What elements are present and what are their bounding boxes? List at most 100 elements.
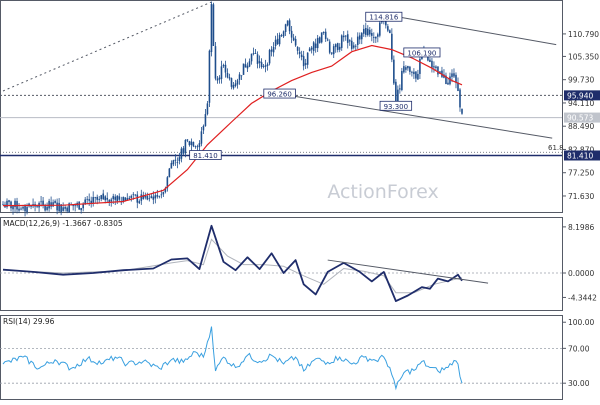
candle-body	[204, 114, 207, 127]
candle-body	[266, 64, 269, 66]
candle-body	[230, 78, 233, 87]
candle-body	[66, 207, 68, 212]
candle-body	[132, 194, 135, 196]
candle-body	[102, 193, 105, 200]
macd-line	[2, 224, 463, 303]
macd-panel-frame	[0, 217, 563, 311]
candle-body	[36, 206, 38, 208]
candle-body	[178, 157, 181, 162]
candle-body	[300, 54, 303, 57]
candle-body	[248, 61, 251, 67]
candle-body	[262, 66, 265, 67]
candle-body	[100, 195, 103, 200]
candle-body	[306, 52, 309, 65]
candle-body	[160, 194, 163, 196]
candle-body	[310, 47, 313, 50]
candle-body	[316, 38, 319, 49]
candle-body	[54, 200, 56, 204]
candle-body	[22, 206, 24, 209]
macd-tick-label: 0.0000	[568, 269, 594, 278]
annotation-box	[263, 88, 296, 99]
candle-body	[397, 89, 399, 105]
candle-body	[86, 198, 88, 200]
candle-body	[116, 195, 119, 202]
candle-body	[352, 45, 355, 48]
candle-body	[74, 205, 76, 207]
candle-body	[244, 64, 247, 68]
macd-title: MACD(12,26,9) -1.3667 -0.8305	[3, 219, 123, 228]
candle-body	[190, 141, 193, 146]
candle-body	[278, 35, 281, 45]
candle-body	[144, 196, 147, 198]
candle-body	[62, 207, 64, 211]
candle-body	[399, 88, 401, 90]
candle-body	[415, 71, 417, 79]
watermark-text: ActionForex	[327, 181, 438, 203]
candle-body	[461, 108, 463, 114]
price-label-box	[564, 90, 600, 101]
candle-body	[172, 160, 175, 165]
candle-body	[320, 32, 323, 43]
candle-body	[114, 196, 117, 200]
candle-body	[286, 20, 289, 26]
candle-body	[228, 77, 231, 79]
price-label-text: 81.410	[567, 152, 593, 161]
candle-body	[80, 208, 82, 211]
candle-body	[200, 131, 203, 144]
candle-body	[334, 44, 337, 48]
candle-body	[214, 46, 217, 79]
candle-body	[354, 45, 357, 47]
candle-body	[340, 35, 343, 48]
candle-body	[326, 39, 329, 41]
candle-body	[419, 58, 421, 74]
candle-body	[44, 205, 46, 211]
candle-body	[314, 43, 317, 49]
annotation-box	[403, 47, 441, 58]
candle-body	[210, 4, 213, 53]
annotation-box	[379, 100, 413, 111]
candle-body	[164, 188, 167, 193]
candle-body	[162, 191, 165, 195]
candle-body	[366, 28, 369, 36]
candle-body	[296, 46, 299, 51]
candle-body	[176, 162, 179, 164]
candle-body	[322, 31, 325, 34]
candle-body	[218, 77, 221, 80]
annotation-box	[189, 150, 222, 160]
candle-body	[40, 201, 42, 203]
candle-body	[264, 65, 267, 67]
candle-body	[435, 66, 437, 69]
candle-body	[126, 198, 129, 201]
candle-body	[429, 59, 431, 63]
candle-body	[96, 196, 99, 200]
candle-body	[457, 82, 459, 91]
candle-body	[389, 30, 391, 34]
candle-body	[142, 195, 145, 199]
candle-body	[148, 198, 151, 200]
candle-body	[154, 195, 157, 199]
candle-body	[312, 42, 315, 51]
candle-body	[437, 66, 439, 75]
candle-body	[24, 205, 26, 212]
candle-body	[48, 200, 50, 209]
candle-body	[324, 31, 327, 39]
candle-body	[375, 36, 377, 39]
candle-body	[208, 50, 211, 103]
candle-body	[401, 70, 403, 91]
candle-body	[140, 194, 143, 201]
candle-body	[232, 85, 235, 89]
candle-body	[368, 29, 371, 35]
candle-body	[198, 143, 201, 148]
candle-body	[168, 168, 171, 178]
candle-body	[391, 33, 393, 60]
price-label-box	[564, 112, 600, 123]
candle-body	[180, 148, 183, 159]
candle-body	[236, 80, 239, 85]
candle-body	[254, 53, 257, 54]
candle-body	[342, 35, 345, 38]
candle-body	[377, 34, 379, 37]
candle-body	[393, 59, 395, 84]
candle-body	[272, 46, 275, 53]
candle-body	[184, 139, 187, 154]
